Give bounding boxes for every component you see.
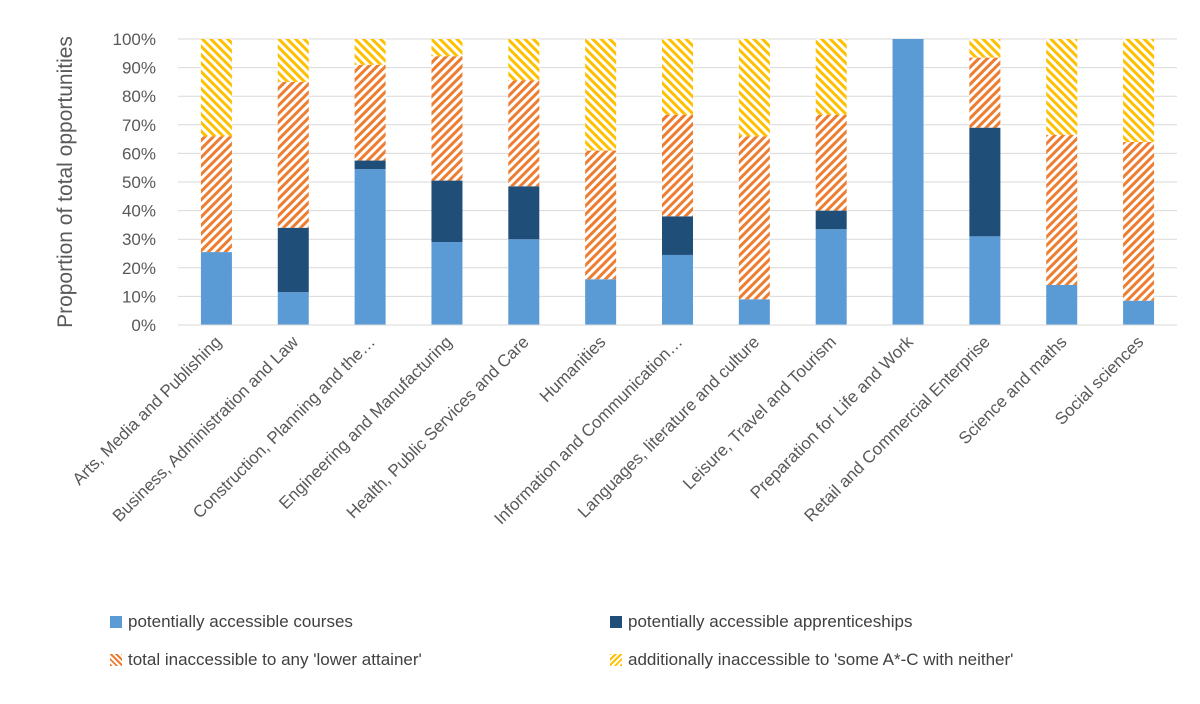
bar-segment [738, 39, 770, 137]
bar-segment [662, 39, 693, 115]
legend-swatch [110, 654, 122, 666]
bar-segment [277, 292, 309, 325]
legend-swatch [110, 616, 122, 628]
legend-swatch [610, 616, 622, 628]
x-tick-label: Preparation for Life and Work [747, 332, 918, 503]
y-tick-label: 0% [131, 316, 156, 335]
stacked-bar-chart: 0% 10% 20% 30% 40% 50% 60% 70% 80% 90% 100% Arts, M… [54, 30, 1177, 528]
y-tick-label: 10% [122, 287, 156, 306]
bar-segment [815, 39, 847, 115]
bar-segment [1123, 300, 1155, 325]
x-tick-label: Humanities [536, 332, 610, 406]
bar-segment [431, 242, 463, 325]
bar-segment [969, 39, 1001, 58]
bar-segment [1123, 141, 1155, 301]
y-tick-label: 30% [122, 230, 156, 249]
bar-segment [1123, 39, 1155, 142]
y-tick-label: 40% [122, 202, 156, 221]
legend-label: potentially accessible courses [128, 612, 353, 631]
y-tick-label: 60% [122, 144, 156, 163]
y-tick-label: 20% [122, 259, 156, 278]
bar-segment [508, 239, 540, 325]
bar-segment [200, 136, 232, 253]
bar-segment [508, 80, 540, 187]
bar-segment [354, 169, 386, 325]
bar-segment [431, 39, 463, 57]
y-tick-label: 80% [122, 87, 156, 106]
legend-item: potentially accessible courses [110, 612, 353, 632]
y-axis-title: Proportion of total opportunities [54, 36, 77, 328]
legend-label: potentially accessible apprenticeships [628, 612, 913, 631]
bar-segment [1046, 284, 1078, 325]
legend-label: additionally inaccessible to 'some A*-C … [628, 650, 1014, 669]
bar-segment [354, 64, 386, 161]
y-tick-label: 70% [122, 116, 156, 135]
legend-item: potentially accessible apprenticeships [610, 612, 912, 632]
bar-segment [200, 252, 232, 325]
y-tick-label: 50% [122, 173, 156, 192]
y-tick-label: 100% [113, 30, 156, 49]
bar-segment [354, 39, 386, 65]
bar-segment [969, 127, 1001, 237]
x-tick-label: Arts, Media and Publishing [69, 332, 225, 488]
bar-segment [508, 39, 540, 81]
bar-segment [815, 114, 847, 211]
bar-segment [585, 279, 617, 325]
bar-segment [892, 39, 924, 325]
legend-label: total inaccessible to any 'lower attaine… [128, 650, 422, 669]
bar-segment [662, 114, 693, 217]
legend-item: total inaccessible to any 'lower attaine… [110, 650, 422, 670]
bar-segment [1046, 134, 1078, 285]
bar-segment [508, 186, 540, 240]
bar-segment [277, 81, 309, 228]
bar-segment [969, 57, 1001, 128]
bar-segment [969, 236, 1001, 325]
x-tick-label: Leisure, Travel and Tourism [679, 332, 840, 493]
bar-segment [738, 299, 770, 325]
bar-segment [277, 39, 309, 82]
bar-segment [277, 227, 309, 293]
bar-segment [585, 150, 617, 280]
bar-segment [431, 56, 463, 181]
bar-segment [662, 216, 693, 255]
legend-item: additionally inaccessible to 'some A*-C … [610, 650, 1013, 670]
bar-segment [815, 210, 847, 230]
y-tick-label: 90% [122, 59, 156, 78]
bar-segment [1046, 39, 1078, 135]
bar-segment [585, 39, 617, 151]
bar-segment [738, 136, 770, 300]
bar-segment [662, 254, 693, 325]
bar-segment [200, 39, 232, 137]
legend-swatch [610, 654, 622, 666]
bar-segment [815, 229, 847, 325]
bar-segment [431, 180, 463, 243]
bar-segment [354, 160, 386, 170]
